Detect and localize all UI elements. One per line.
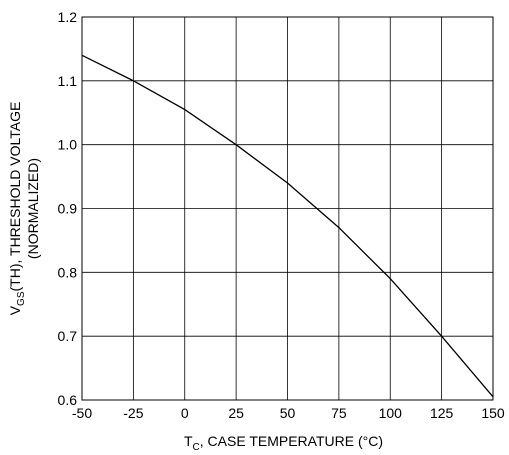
x-axis-title-rest: , CASE TEMPERATURE (°C) (200, 433, 383, 449)
y-axis-title: VGS(TH), THRESHOLD VOLTAGE (NORMALIZED) (7, 102, 41, 316)
y-axis-title-line1: VGS(TH), THRESHOLD VOLTAGE (7, 102, 27, 316)
y-tick-label: 1.2 (58, 9, 78, 25)
y-tick-label: 1.1 (58, 73, 78, 89)
x-tick-label: 25 (228, 405, 244, 421)
x-axis-title: TC, CASE TEMPERATURE (°C) (184, 433, 383, 453)
plot-frame (81, 16, 494, 401)
y-tick-label: 0.7 (58, 328, 78, 344)
x-tick-label: 50 (280, 405, 296, 421)
x-axis-title-sub: C (193, 442, 200, 453)
x-tick-labels: -50 -25 0 25 50 75 100 125 150 (72, 405, 505, 421)
x-tick-label: -25 (123, 405, 143, 421)
x-tick-label: 100 (379, 405, 403, 421)
x-tick-label: 0 (181, 405, 189, 421)
x-tick-label: 75 (331, 405, 347, 421)
y-tick-label: 0.8 (58, 264, 78, 280)
x-tick-label: 150 (481, 405, 505, 421)
grid-layer (81, 16, 494, 401)
y-axis-title-rest: (TH), THRESHOLD VOLTAGE (7, 102, 23, 292)
y-axis-title-sub: GS (16, 291, 27, 306)
x-tick-label: -50 (72, 405, 92, 421)
x-tick-label: 125 (430, 405, 454, 421)
y-tick-label: 1.0 (58, 137, 78, 153)
y-tick-labels: 0.6 0.7 0.8 0.9 1.0 1.1 1.2 (58, 9, 78, 408)
series-layer (81, 54, 494, 398)
x-axis-title-main: T (184, 433, 193, 449)
y-tick-label: 0.6 (58, 392, 78, 408)
y-tick-label: 0.9 (58, 201, 78, 217)
y-axis-title-main: V (7, 305, 23, 315)
y-axis-title-line2: (NORMALIZED) (25, 158, 41, 259)
series-line-0 (81, 54, 494, 398)
